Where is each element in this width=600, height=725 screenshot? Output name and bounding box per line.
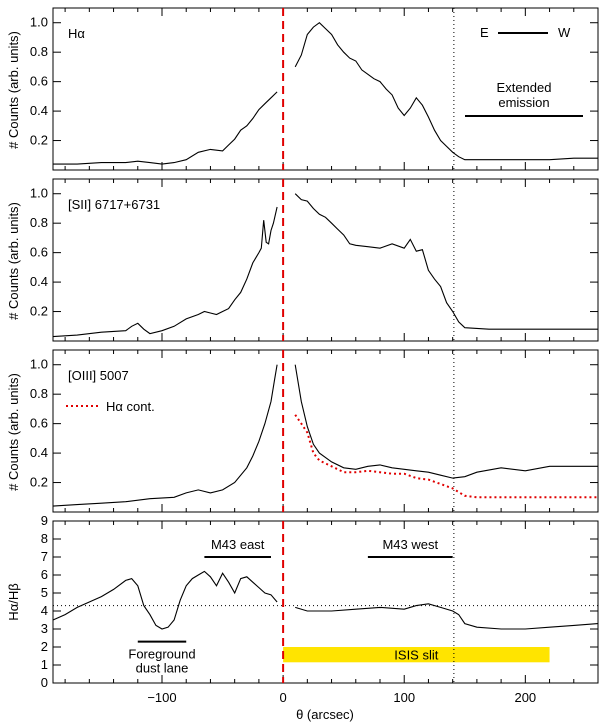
ytick-label: 0.6 (30, 416, 48, 431)
ytick-label: 6 (41, 567, 48, 582)
panel-frame-oiii (52, 349, 599, 513)
region-label: Foreground (128, 647, 195, 662)
ytick-label: 1.0 (30, 15, 48, 30)
panel-frame-sii (52, 178, 599, 342)
ytick-label: 0.8 (30, 386, 48, 401)
xtick-label: 100 (393, 690, 415, 705)
ytick-label: 7 (41, 549, 48, 564)
ytick-label: 1.0 (30, 357, 48, 372)
ytick-label: 0.8 (30, 44, 48, 59)
isis-slit-label: ISIS slit (394, 648, 438, 663)
panel-frame-ratio (52, 520, 599, 684)
ytick-label: 0 (41, 675, 48, 690)
ytick-label: 3 (41, 621, 48, 636)
panel-label-sii: [SII] 6717+6731 (68, 197, 160, 212)
ytick-label: 0.4 (30, 445, 48, 460)
ytick-label: 0.2 (30, 304, 48, 319)
series-line-east (52, 364, 278, 507)
ytick-label: 2 (41, 639, 48, 654)
region-label: M43 east (211, 537, 265, 552)
ytick-label: 0.6 (30, 245, 48, 260)
ylabel-ratio: Hα/Hβ (6, 583, 21, 620)
ytick-label: 4 (41, 603, 48, 618)
legend-label-halpha-cont: Hα cont. (106, 399, 155, 414)
series-line-west (294, 193, 598, 330)
xlabel: θ (arcsec) (296, 707, 354, 722)
xtick-label: 0 (279, 690, 286, 705)
ylabel-oiii: # Counts (arb. units) (6, 373, 21, 491)
ytick-label: 0.6 (30, 74, 48, 89)
ytick-label: 9 (41, 513, 48, 528)
ytick-label: 0.4 (30, 274, 48, 289)
ytick-label: 1 (41, 657, 48, 672)
ytick-label: 5 (41, 585, 48, 600)
ytick-label: 0.2 (30, 133, 48, 148)
series-halpha-cont-line-west (294, 414, 598, 499)
series-line-east (53, 91, 278, 165)
region-label: M43 west (382, 537, 438, 552)
panel-label-oiii: [OIII] 5007 (68, 368, 129, 383)
ytick-label: 0.4 (30, 103, 48, 118)
xtick-label: 200 (514, 690, 536, 705)
ytick-label: 8 (41, 531, 48, 546)
xtick-label: −100 (147, 690, 176, 705)
ytick-label: 1.0 (30, 186, 48, 201)
isis-slit-bar (283, 647, 550, 663)
series-line-west (294, 364, 598, 479)
panel-label-halpha: Hα (68, 26, 85, 41)
annotation-west: W (558, 25, 571, 40)
ytick-label: 0.2 (30, 475, 48, 490)
ylabel-halpha: # Counts (arb. units) (6, 31, 21, 149)
ylabel-sii: # Counts (arb. units) (6, 202, 21, 320)
panel-frame-halpha (52, 7, 599, 171)
annotation-extended-emission: Extended emission (497, 80, 552, 110)
series-line-west (294, 21, 598, 161)
series-line-west (295, 603, 599, 630)
annotation-east: E (480, 25, 489, 40)
series-line-east (52, 570, 278, 630)
series-line-east (52, 206, 278, 338)
ytick-label: 0.8 (30, 215, 48, 230)
region-label: dust lane (136, 661, 189, 676)
